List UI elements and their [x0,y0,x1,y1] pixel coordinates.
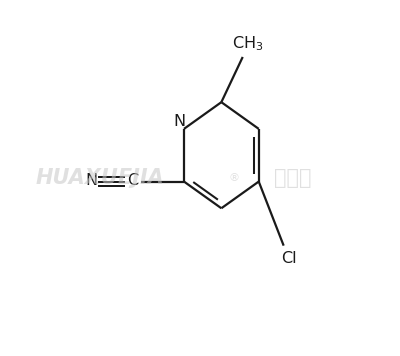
Text: C: C [128,173,139,188]
Text: ®: ® [228,173,239,183]
Text: Cl: Cl [281,251,297,266]
Text: HUAXUEJIA: HUAXUEJIA [36,168,165,188]
Text: 化学加: 化学加 [274,168,311,188]
Text: N: N [173,114,185,129]
Text: CH$_3$: CH$_3$ [232,34,264,53]
Text: N: N [85,173,98,188]
